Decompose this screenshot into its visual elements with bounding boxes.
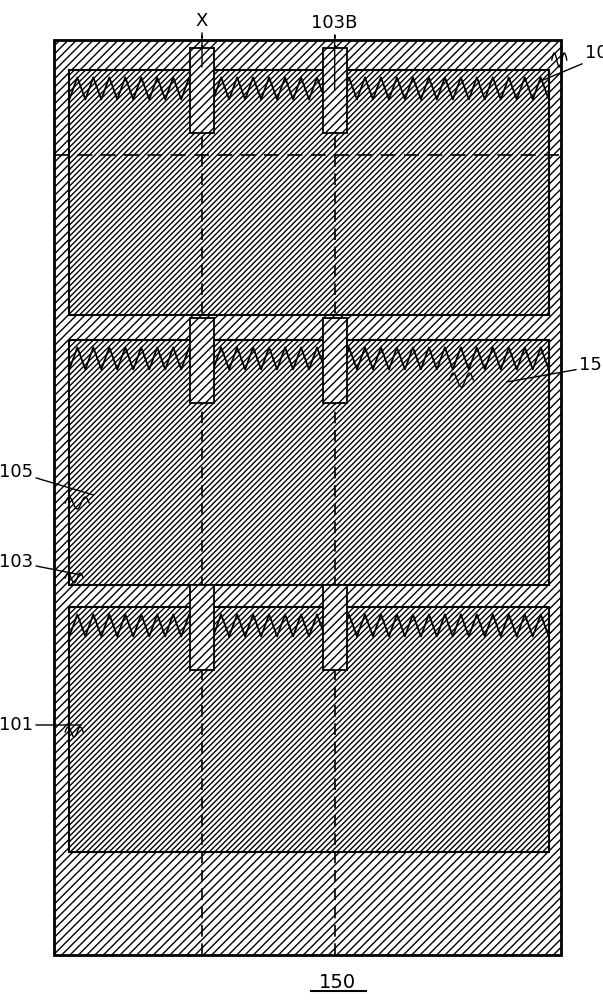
Text: 101: 101 xyxy=(0,716,81,734)
Bar xyxy=(190,48,214,133)
Bar xyxy=(69,607,549,852)
Bar xyxy=(190,585,214,670)
Bar xyxy=(190,318,214,403)
Text: 103A: 103A xyxy=(538,44,603,82)
Text: 105: 105 xyxy=(0,463,93,495)
Bar xyxy=(323,318,347,403)
Bar xyxy=(190,585,214,670)
Bar xyxy=(190,318,214,403)
Bar xyxy=(323,318,347,403)
Text: 150: 150 xyxy=(319,972,356,992)
Bar xyxy=(190,48,214,133)
Text: X: X xyxy=(196,12,208,67)
Bar xyxy=(54,40,561,955)
Bar xyxy=(323,585,347,670)
Bar xyxy=(323,48,347,133)
Bar xyxy=(69,70,549,315)
Text: 103B: 103B xyxy=(312,14,358,90)
Text: 150A: 150A xyxy=(507,356,603,382)
Text: 103: 103 xyxy=(0,553,81,575)
Bar xyxy=(323,585,347,670)
Bar xyxy=(323,48,347,133)
Bar xyxy=(69,340,549,585)
